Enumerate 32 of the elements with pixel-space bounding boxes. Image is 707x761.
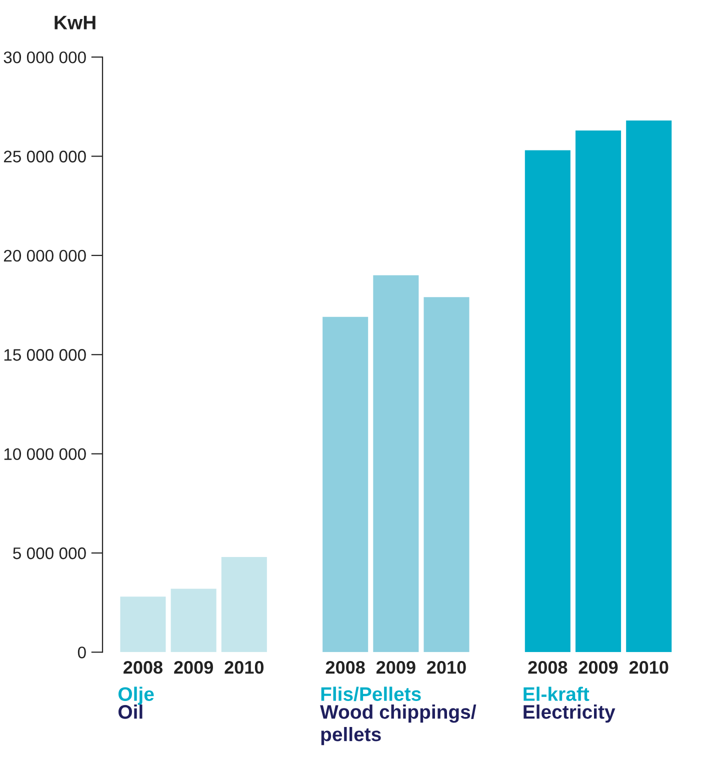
x-tick-label: 2010 — [427, 660, 466, 674]
y-tick-label: 10 000 000 — [4, 448, 86, 460]
text: El-kraft — [524, 686, 590, 701]
x-tick-label: 2009 — [578, 660, 618, 674]
bar — [524, 150, 570, 652]
y-tick-label: 25 000 000 — [4, 150, 86, 162]
bar — [424, 297, 470, 652]
y-tick-label: 15 000 000 — [4, 349, 86, 361]
bar — [221, 556, 267, 652]
text: Olje — [118, 686, 154, 705]
bar — [373, 275, 419, 652]
x-tick-label: 2009 — [376, 660, 416, 674]
x-tick-label: 2010 — [224, 660, 264, 674]
x-tick-label: 2008 — [326, 660, 365, 674]
x-tick-label: 2008 — [528, 660, 568, 674]
x-tick-label: 2010 — [629, 660, 668, 674]
y-tick-label: 5 000 000 — [13, 547, 86, 560]
bar — [322, 316, 368, 652]
y-tick-label: 30 000 000 — [4, 51, 86, 64]
y-tick-label: 20 000 000 — [4, 250, 86, 262]
bar — [170, 588, 216, 652]
text: Flis/Pellets — [321, 686, 421, 702]
bar — [626, 120, 672, 652]
text: Oil — [118, 704, 142, 719]
bar — [576, 130, 622, 652]
text: Wood chippings/ pellets — [320, 704, 476, 746]
bar — [120, 596, 166, 652]
y-tick-label: 0 — [78, 646, 86, 658]
x-tick-label: 2008 — [124, 660, 163, 674]
y-axis-title: KwH — [54, 16, 96, 30]
text: Electricity — [524, 704, 616, 723]
x-tick-label: 2009 — [174, 660, 213, 674]
